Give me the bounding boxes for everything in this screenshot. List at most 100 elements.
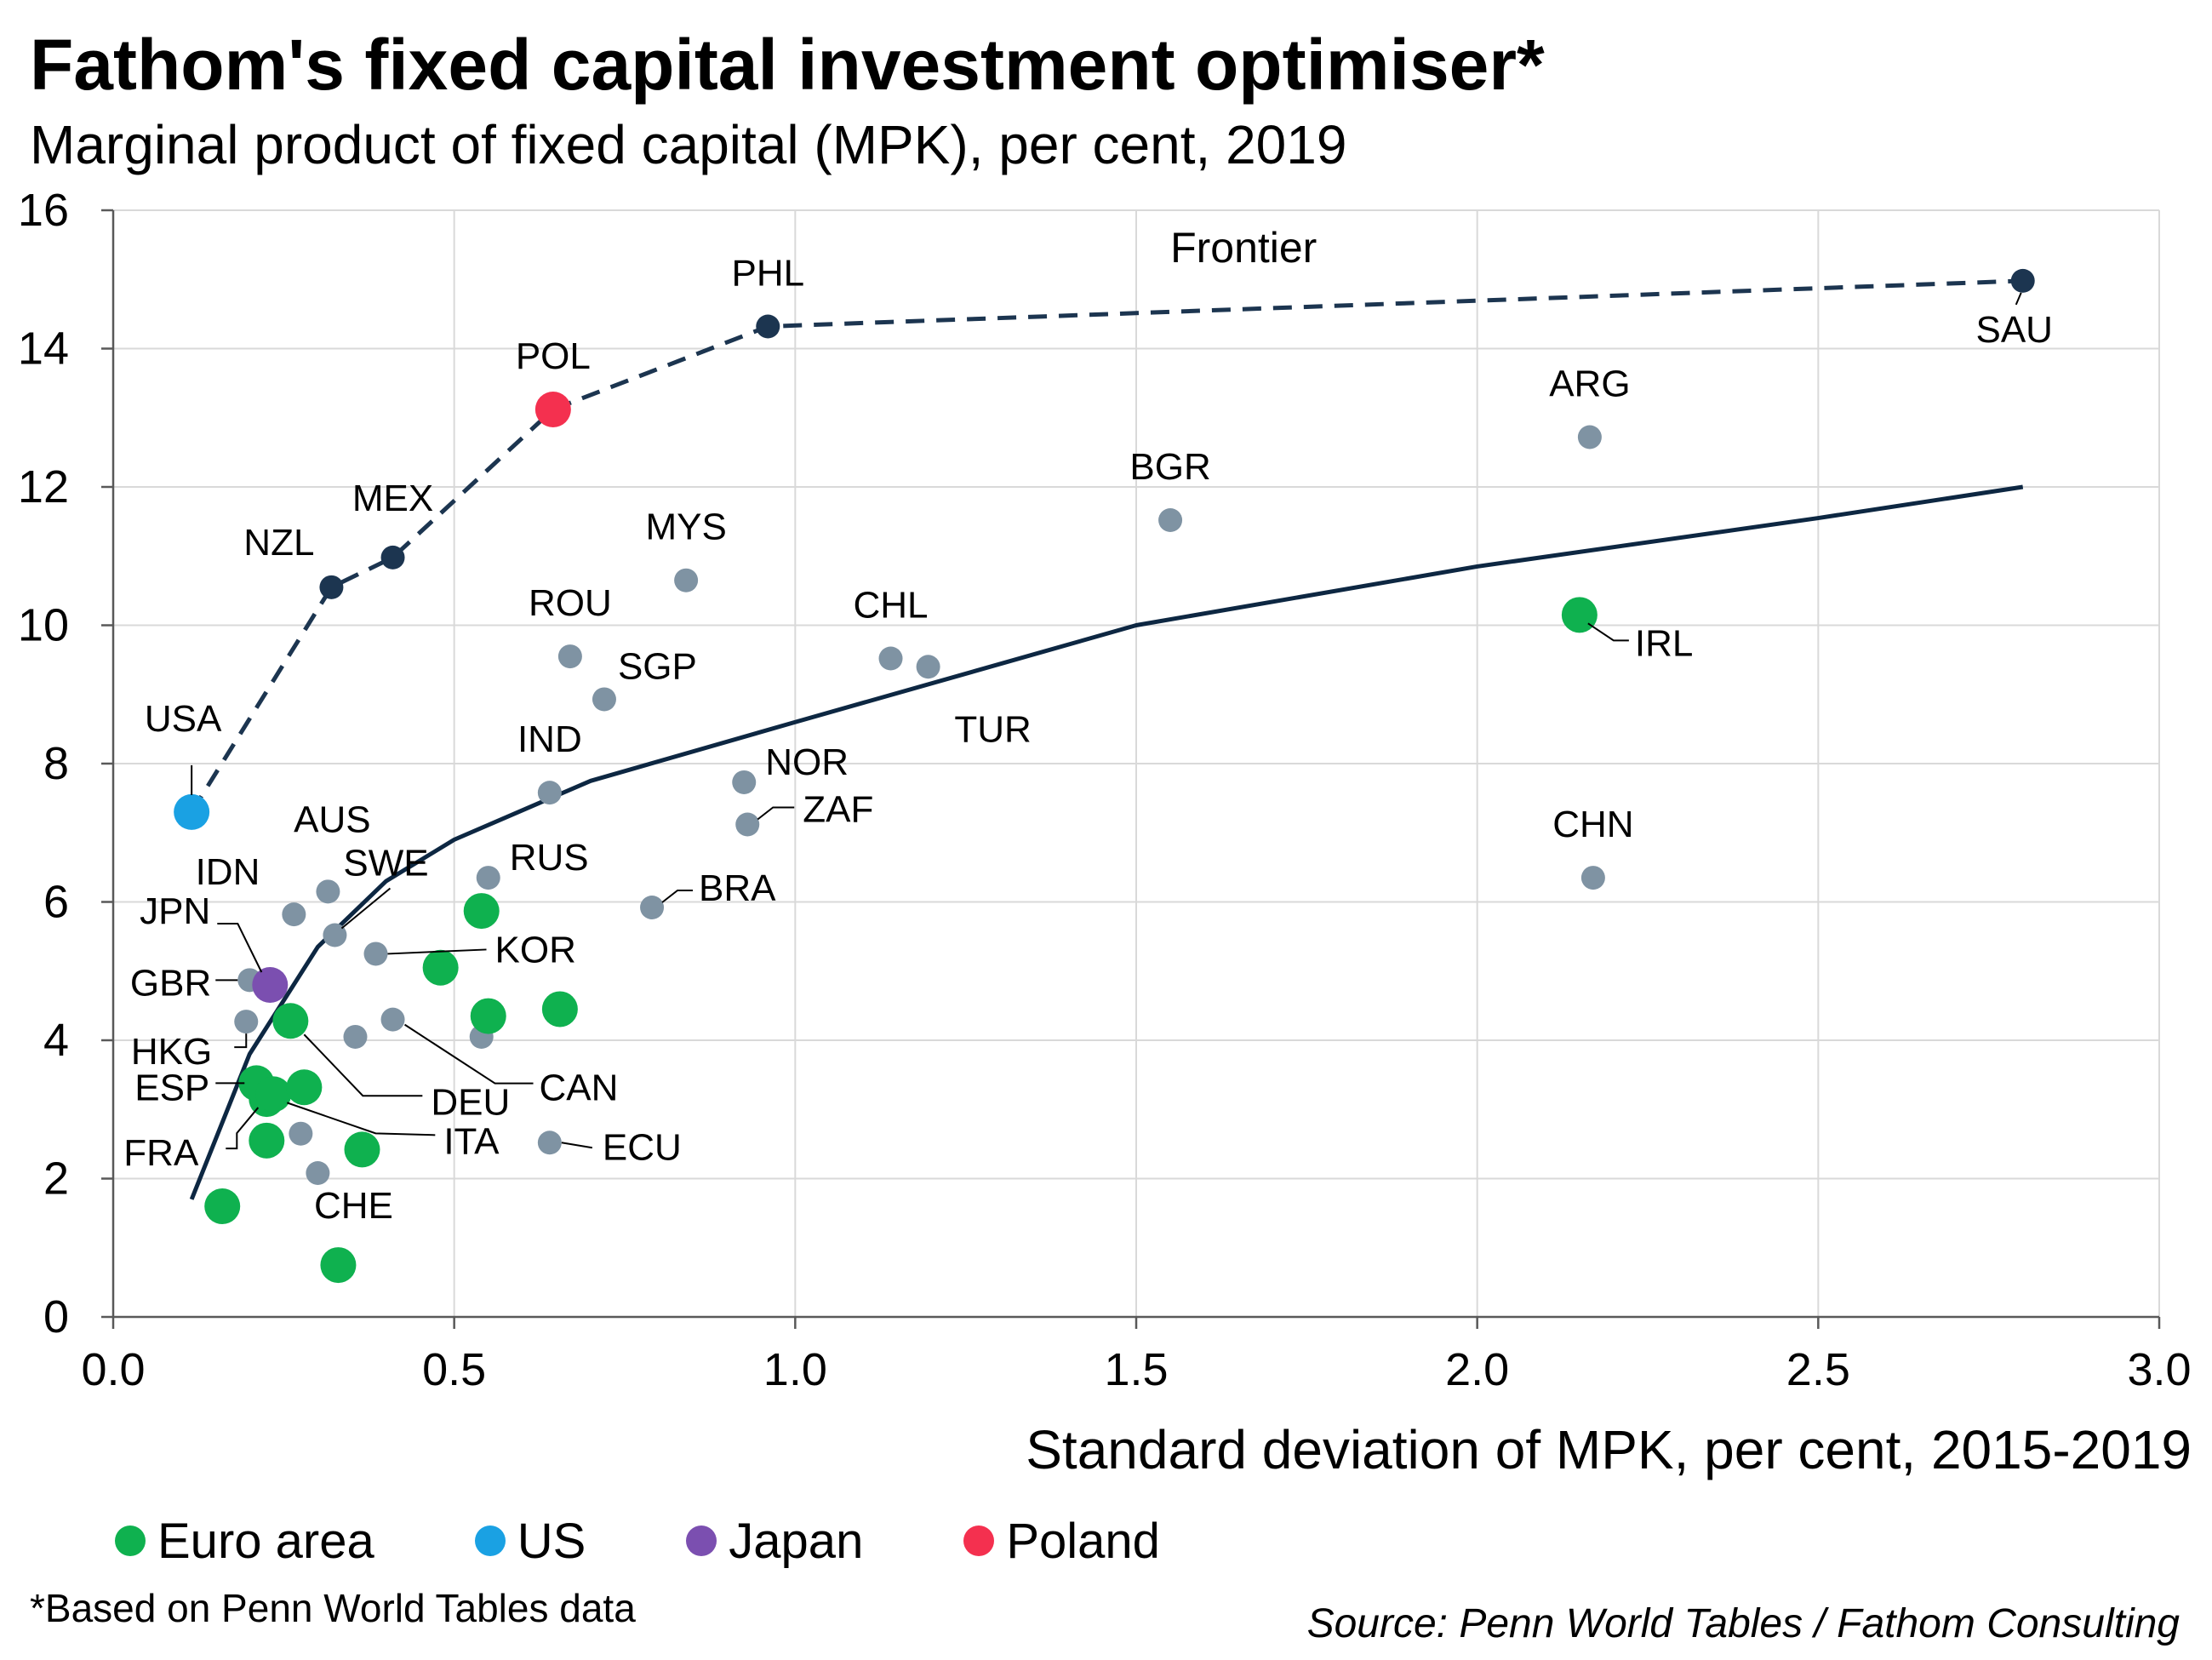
x-tick-label: 0.5 [422,1344,486,1395]
point-label-sgp: SGP [618,645,697,687]
trend-curve [189,484,2024,1200]
point-can [380,1007,405,1032]
point-label-ecu: ECU [603,1126,682,1168]
point-label-che: CHE [314,1185,393,1227]
point-arg [1577,425,1602,449]
point-label-rou: ROU [529,582,612,624]
point-rou [557,644,582,669]
x-tick-label: 2.5 [1786,1344,1850,1395]
point-label-jpn: JPN [140,890,210,932]
point-unlabeled [541,991,578,1027]
point-usa [174,793,210,830]
point-mex [380,545,405,570]
point-hkg [234,1010,259,1034]
y-tick-label: 16 [18,185,69,236]
x-axis-title: Standard deviation of MPK, per cent, 201… [1026,1419,2192,1480]
legend-item-us: US [474,1513,586,1570]
point-phl [756,314,780,339]
point-label-bra: BRA [699,867,776,909]
point-unlabeled [343,1024,368,1049]
point-ind [537,781,562,805]
legend-euro-area-label: Euro area [157,1513,374,1569]
point-label-usa: USA [145,698,222,740]
point-bra [640,896,665,919]
point-unlabeled [204,1188,241,1224]
legend-poland-marker [963,1525,995,1556]
point-pol [534,392,571,427]
legend-us-label: US [517,1513,586,1569]
point-deu [272,1003,309,1039]
chart-title: Fathom's fixed capital investment optimi… [30,25,1545,105]
legend-item-poland: Poland [963,1513,1160,1570]
x-tick-label: 1.5 [1104,1344,1168,1395]
point-unlabeled [344,1131,380,1168]
point-ecu [537,1131,562,1155]
point-label-tur: TUR [954,708,1031,750]
x-tick-label: 1.0 [763,1344,827,1395]
point-jpn [252,967,289,1003]
y-tick-label: 0 [43,1291,69,1342]
y-tick-label: 10 [18,600,69,651]
point-tur [916,655,940,679]
point-label-chl: CHL [854,585,929,627]
x-tick-label: 2.0 [1445,1344,1509,1395]
point-label-irl: IRL [1635,622,1693,664]
legend-poland-label: Poland [1006,1513,1160,1569]
point-unlabeled [470,998,506,1034]
point-label-phl: PHL [731,253,804,295]
legend-item-euro-area: Euro area [115,1513,374,1570]
point-unlabeled [463,893,500,930]
point-unlabeled [286,1069,323,1106]
point-label-nzl: NZL [243,522,314,564]
point-label-can: CAN [540,1068,619,1109]
frontier-label: Frontier [1170,224,1317,272]
point-rus [476,866,500,890]
x-tick-label: 3.0 [2127,1344,2191,1395]
leader-line-sau [2015,292,2022,306]
y-tick-label: 14 [18,323,69,375]
point-label-fra: FRA [123,1132,199,1174]
leader-line-deu [303,1033,423,1097]
point-label-zaf: ZAF [803,789,873,831]
y-tick-label: 2 [43,1153,69,1205]
point-unlabeled [249,1122,285,1159]
point-sgp [592,687,616,712]
legend-euro-area-marker [115,1525,146,1556]
point-label-mex: MEX [352,478,433,519]
point-label-idn: IDN [196,851,260,893]
point-label-aus: AUS [294,799,370,840]
point-label-ita: ITA [443,1120,500,1162]
point-label-pol: POL [516,335,591,377]
point-swe [323,923,347,947]
point-aus [316,879,340,904]
point-label-hkg: HKG [131,1031,212,1073]
point-label-chn: CHN [1552,804,1633,845]
point-chl [878,646,903,671]
chart-subtitle: Marginal product of fixed capital (MPK),… [30,114,1347,175]
point-label-sau: SAU [1975,309,2052,351]
point-sau [2010,268,2035,293]
point-label-mys: MYS [645,507,726,548]
point-unlabeled [306,1161,330,1185]
leader-line-ecu [561,1142,593,1149]
point-label-swe: SWE [343,843,428,884]
point-che [320,1247,357,1284]
point-nzl [319,575,344,599]
point-label-ind: IND [517,718,582,760]
point-ita [255,1076,292,1113]
point-label-kor: KOR [495,929,576,970]
y-tick-label: 8 [43,738,69,789]
leader-line-jpn [217,923,263,973]
y-tick-label: 6 [43,877,69,928]
point-chn [1580,866,1605,890]
point-label-rus: RUS [510,837,589,879]
source-note: Source: Penn World Tables / Fathom Consu… [1306,1601,2180,1646]
legend-japan-label: Japan [729,1513,864,1569]
point-kor [363,942,388,966]
point-nor [732,770,757,794]
y-tick-label: 12 [18,461,69,512]
point-label-esp: ESP [134,1067,209,1108]
leader-line-kor [387,948,487,955]
point-label-nor: NOR [765,741,849,783]
